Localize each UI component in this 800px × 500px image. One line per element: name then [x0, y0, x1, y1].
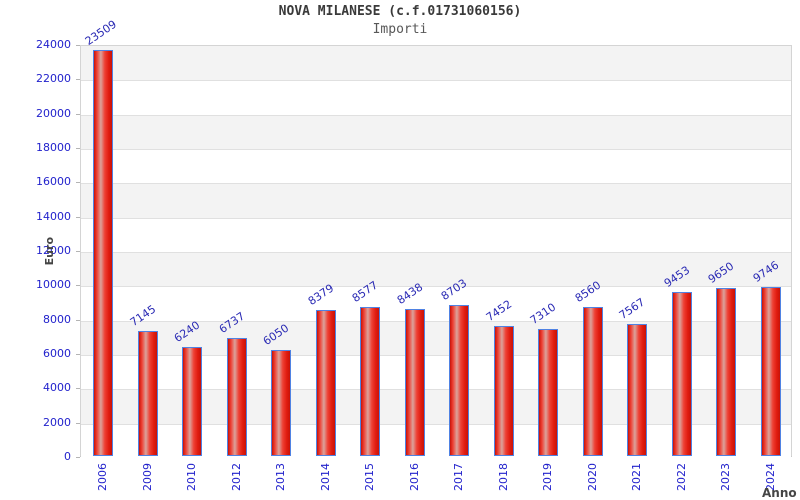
x-tick-label: 2023 — [719, 463, 733, 491]
x-tick-label: 2009 — [140, 463, 154, 491]
x-tick-label: 2006 — [96, 463, 110, 491]
gridline — [81, 183, 791, 185]
gridline — [81, 286, 791, 288]
bar-2018 — [493, 326, 514, 456]
x-tick-label: 2010 — [185, 463, 199, 491]
gridline — [81, 149, 791, 150]
bar-2006 — [93, 50, 114, 456]
y-tick-label: 8000 — [43, 312, 71, 326]
x-tick-label: 2014 — [318, 463, 332, 491]
chart-subtitle: Importi — [372, 22, 428, 37]
bar-2022 — [671, 291, 692, 456]
y-tick-label: 12000 — [36, 244, 71, 257]
bar-2020 — [582, 307, 603, 456]
x-tick-label: 2019 — [541, 463, 555, 491]
y-tick-label: 22000 — [36, 72, 71, 86]
bar-2019 — [538, 328, 559, 456]
x-tick-label: 2017 — [452, 463, 466, 491]
bar-2013 — [271, 350, 292, 456]
y-tick-mark — [76, 457, 80, 458]
y-tick-mark — [76, 216, 80, 218]
gridline — [81, 320, 791, 322]
y-tick-label: 4000 — [43, 381, 71, 395]
bar-2014 — [315, 310, 336, 456]
gridline — [81, 355, 791, 356]
y-tick-label: 18000 — [36, 141, 71, 154]
x-axis-title: Anno — [762, 486, 797, 500]
x-tick-label: 2018 — [496, 463, 510, 491]
bar-2016 — [404, 309, 425, 456]
bar-2021 — [627, 324, 648, 456]
y-tick-label: 2000 — [43, 415, 71, 429]
y-tick-mark — [76, 319, 80, 321]
bar-2009 — [137, 331, 158, 456]
bar-2010 — [182, 346, 203, 456]
x-tick-label: 2020 — [585, 463, 599, 491]
y-tick-mark — [76, 285, 80, 287]
y-tick-label: 14000 — [36, 209, 71, 223]
y-axis-title: Euro — [43, 237, 56, 266]
gridline — [81, 389, 791, 391]
plot-band — [81, 114, 791, 149]
y-tick-mark — [76, 148, 80, 149]
bar-2024 — [760, 286, 781, 456]
gridline — [81, 80, 791, 82]
x-tick-label: 2022 — [674, 463, 688, 491]
plot-band — [81, 80, 791, 115]
gridline — [81, 114, 791, 116]
y-tick-label: 10000 — [36, 278, 71, 292]
gridline — [81, 252, 791, 253]
x-tick-label: 2012 — [229, 463, 243, 491]
x-tick-label: 2016 — [407, 463, 421, 491]
plot-band — [81, 149, 791, 184]
gridline — [81, 217, 791, 219]
plot-band — [81, 252, 791, 287]
y-tick-mark — [76, 182, 80, 184]
plot-band — [81, 46, 791, 81]
y-tick-mark — [76, 422, 80, 424]
y-tick-label: 16000 — [36, 175, 71, 189]
bar-2012 — [226, 338, 247, 456]
y-tick-label: 0 — [64, 450, 71, 463]
y-tick-mark — [76, 251, 80, 252]
plot-area: 23509 7145 6240 6737 6050 8379 8577 8438 8703 745… — [80, 18, 792, 458]
y-tick-label: 24000 — [36, 38, 71, 51]
plot-band — [81, 217, 791, 252]
x-tick-label: 2013 — [274, 463, 288, 491]
y-tick-mark — [76, 388, 80, 390]
x-tick-label: 2015 — [363, 463, 377, 491]
y-tick-mark — [76, 354, 80, 355]
plot-band — [81, 183, 791, 218]
bar-2017 — [449, 304, 470, 456]
y-tick-mark — [76, 113, 80, 115]
gridline — [81, 423, 791, 425]
y-tick-mark — [76, 45, 80, 46]
chart-title: NOVA MILANESE (c.f.01731060156) — [278, 4, 522, 19]
y-tick-mark — [76, 79, 80, 81]
bar-2023 — [716, 288, 737, 456]
x-tick-label: 2021 — [630, 463, 644, 491]
y-tick-label: 6000 — [43, 347, 71, 360]
y-tick-label: 20000 — [36, 106, 71, 120]
bar-2015 — [360, 306, 381, 456]
